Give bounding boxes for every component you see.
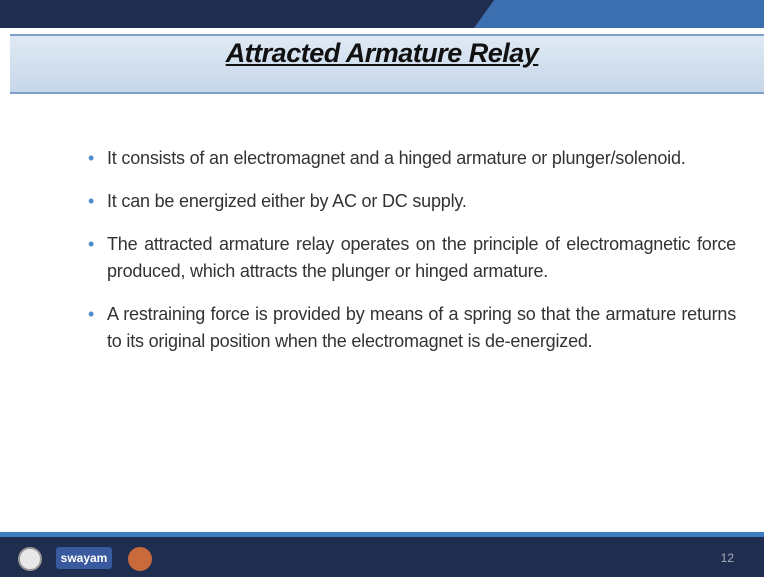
bullet: It can be energized either by AC or DC s… [88, 188, 736, 215]
logo: swayam [56, 547, 112, 569]
logo [18, 547, 42, 571]
logo [128, 547, 152, 571]
bullet: It consists of an electromagnet and a hi… [88, 145, 736, 172]
slide-title: Attracted Armature Relay [225, 38, 539, 68]
bullet-list: It consists of an electromagnet and a hi… [88, 145, 736, 371]
footer: swayam 12 [0, 532, 764, 577]
page-number: 12 [720, 551, 734, 565]
bullet: A restraining force is provided by means… [88, 301, 736, 355]
top-bar [0, 0, 764, 28]
bullet: The attracted armature relay operates on… [88, 231, 736, 285]
top-bar-accent [474, 0, 764, 28]
title-band [10, 34, 764, 94]
